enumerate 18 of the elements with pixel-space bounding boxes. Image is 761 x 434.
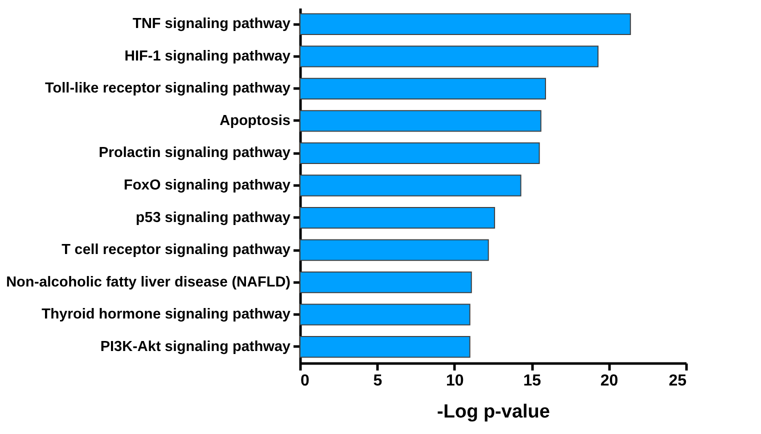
y-tick-label: p53 signaling pathway	[136, 210, 290, 226]
x-tick-label: 10	[446, 372, 464, 390]
y-tick-label: TNF signaling pathway	[132, 16, 290, 32]
y-tick-label: HIF-1 signaling pathway	[124, 48, 290, 64]
x-tick-label: 20	[600, 372, 618, 390]
y-tick-label: Prolactin signaling pathway	[98, 145, 290, 162]
y-tick-label: Apoptosis	[220, 112, 290, 129]
x-tick-label: 0	[300, 372, 310, 390]
x-tick-label: 15	[523, 372, 542, 390]
y-tick-label: FoxO signaling pathway	[124, 178, 290, 194]
x-tick-label: 5	[373, 372, 382, 390]
y-tick-label: Thyroid hormone signaling pathway	[42, 306, 290, 323]
y-tick-label: Non-alcoholic fatty liver disease (NAFLD)	[6, 274, 291, 290]
y-tick-label: Toll-like receptor signaling pathway	[45, 80, 290, 97]
x-axis-title: -Log p-value	[437, 402, 550, 422]
y-tick-label: T cell receptor signaling pathway	[62, 242, 290, 258]
y-tick-label: PI3K-Akt signaling pathway	[100, 338, 290, 355]
x-tick-label: 25	[668, 372, 687, 390]
